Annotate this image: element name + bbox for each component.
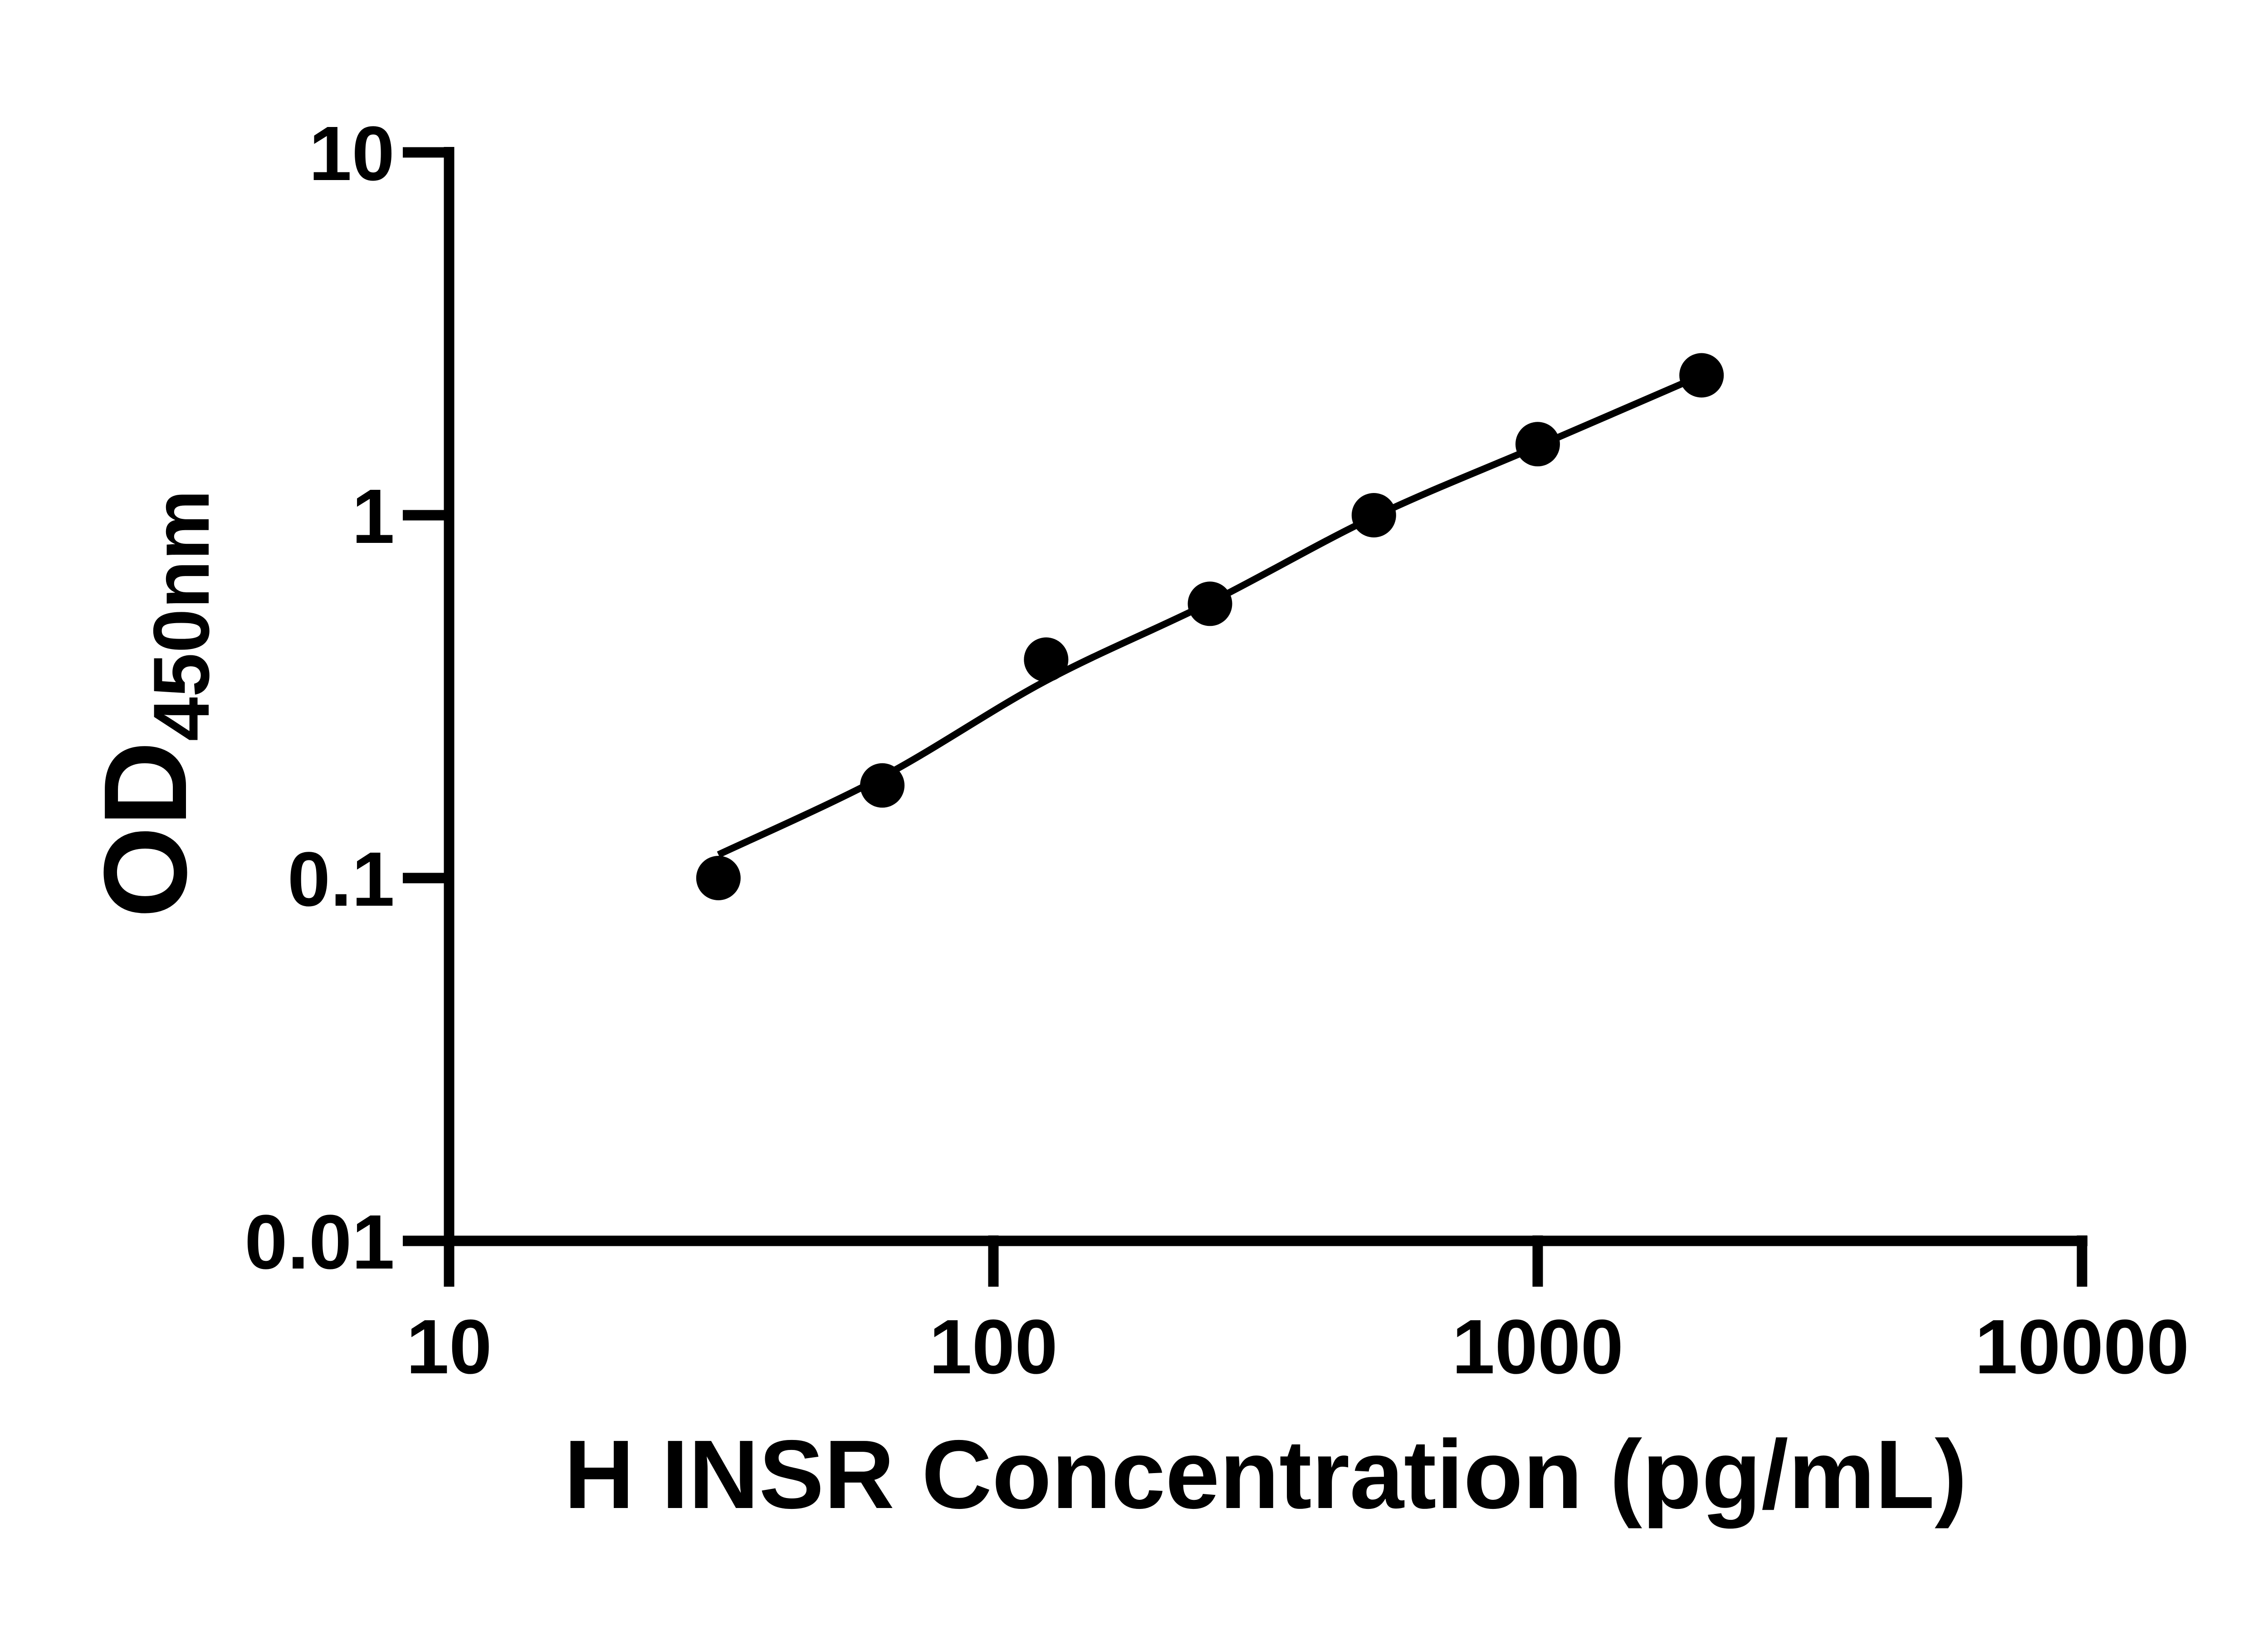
y-axis-title: OD450nm xyxy=(80,490,226,918)
y-tick-label: 10 xyxy=(309,111,395,197)
x-tick-label: 1000 xyxy=(1452,1304,1623,1390)
y-tick-label: 0.01 xyxy=(244,1199,395,1285)
data-point xyxy=(860,763,905,808)
y-axis-title-base: OD xyxy=(80,741,211,918)
x-axis-title: H INSR Concentration (pg/mL) xyxy=(564,1420,1967,1529)
y-axis-tick-labels: 10 1 0.1 0.01 xyxy=(244,111,395,1285)
data-point xyxy=(1024,637,1069,682)
y-axis-ticks xyxy=(403,147,454,1246)
data-point xyxy=(1351,493,1396,537)
data-point-markers xyxy=(696,353,1724,900)
y-tick-label: 0.1 xyxy=(288,836,395,922)
x-axis-tick-labels: 10 100 1000 10000 xyxy=(406,1304,2189,1390)
data-point xyxy=(1188,581,1232,626)
data-point xyxy=(1679,353,1724,398)
y-tick-label: 1 xyxy=(352,473,395,560)
x-tick-label: 10000 xyxy=(1975,1304,2190,1390)
x-tick-label: 100 xyxy=(929,1304,1058,1390)
y-axis-title-subscript: 450nm xyxy=(137,490,226,741)
data-point xyxy=(1515,422,1560,467)
x-tick-label: 10 xyxy=(406,1304,492,1390)
data-point xyxy=(696,856,741,900)
